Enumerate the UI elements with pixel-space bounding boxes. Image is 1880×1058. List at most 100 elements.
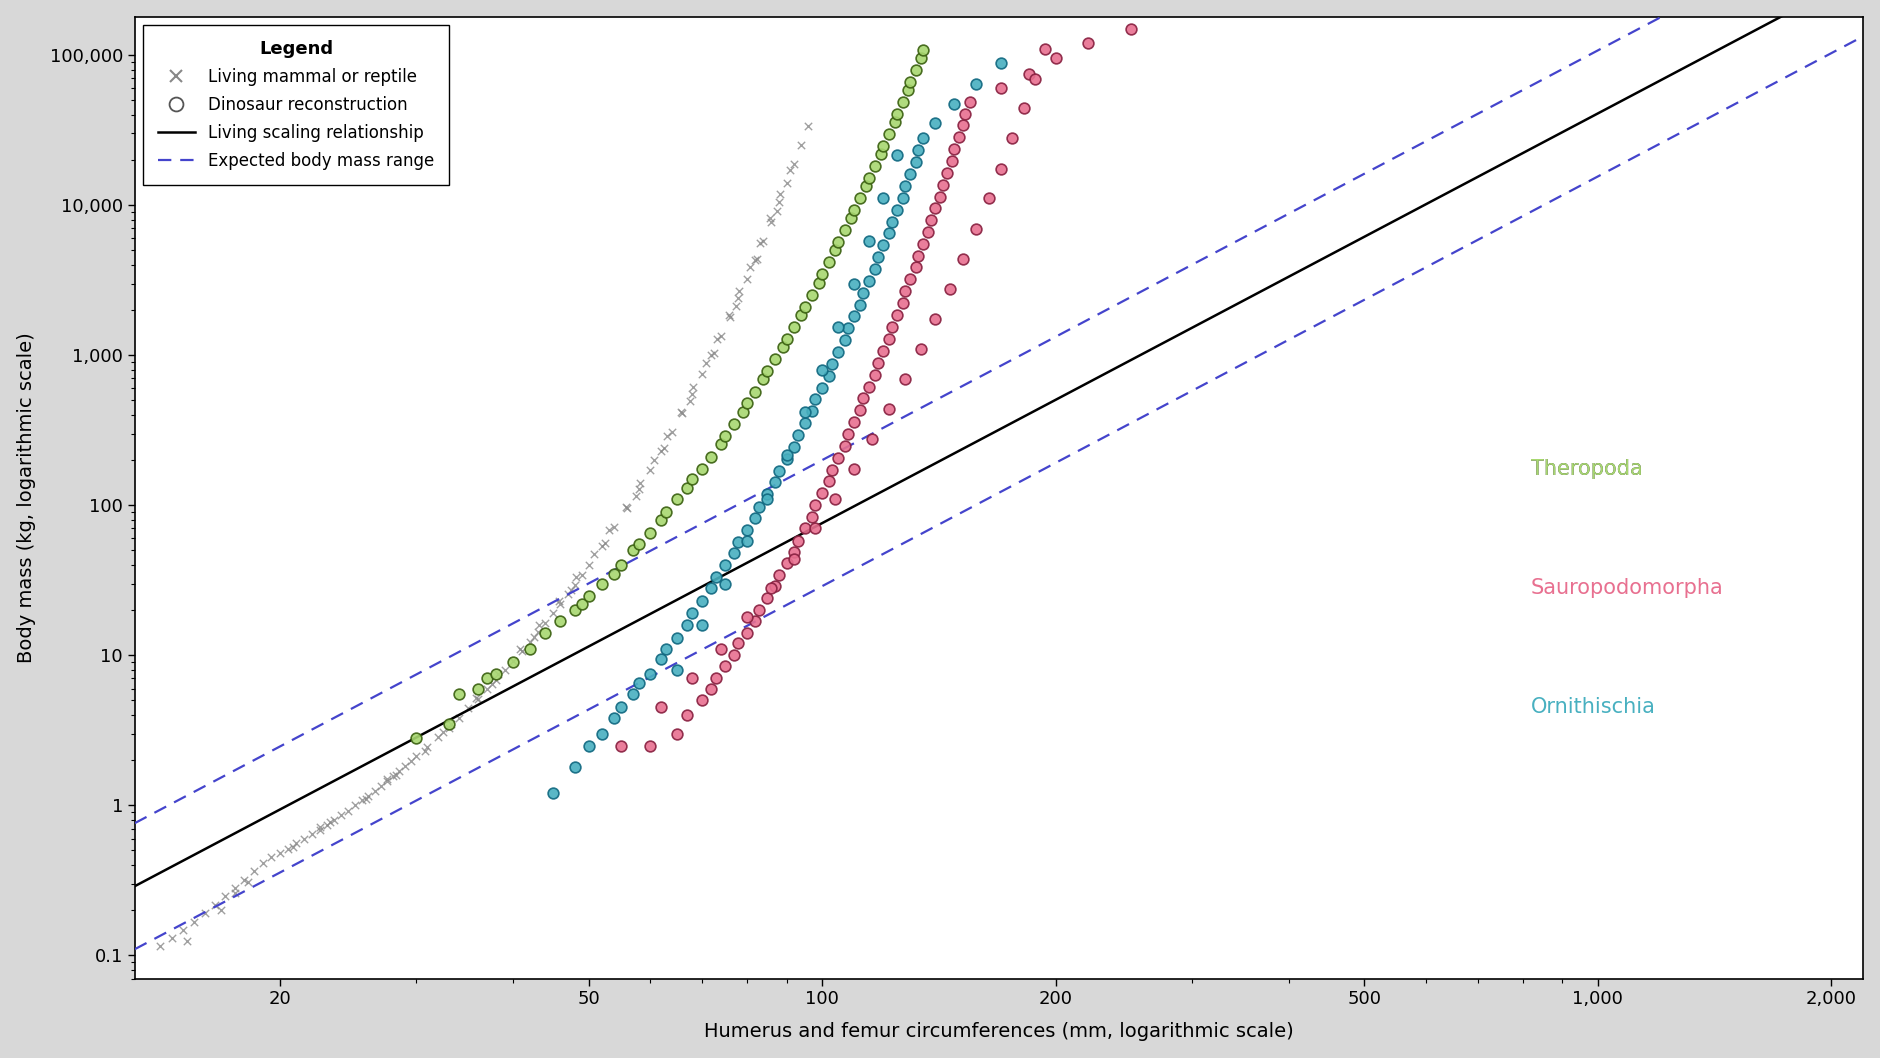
Point — [543, 592, 573, 609]
Point — [818, 355, 848, 372]
Point — [671, 707, 701, 724]
Point — [711, 557, 741, 573]
Point — [705, 328, 735, 345]
Point — [908, 41, 938, 58]
Point — [359, 782, 389, 799]
Point — [333, 802, 363, 819]
Point — [852, 178, 882, 195]
Point — [771, 451, 801, 468]
Point — [600, 710, 630, 727]
Point — [874, 400, 904, 417]
Point — [690, 355, 720, 372]
Point — [752, 363, 782, 380]
Point — [412, 738, 442, 755]
Point — [724, 635, 754, 652]
Point — [560, 759, 590, 776]
Point — [402, 748, 432, 765]
Point — [506, 640, 536, 657]
Point — [350, 790, 380, 807]
Point — [573, 737, 603, 754]
Point — [880, 113, 910, 130]
Point — [807, 361, 837, 378]
Point — [718, 545, 748, 562]
Point — [748, 371, 778, 388]
Point — [666, 403, 696, 420]
Point — [472, 681, 502, 698]
Point — [207, 901, 237, 918]
Y-axis label: Body mass (kg, logarithmic scale): Body mass (kg, logarithmic scale) — [17, 332, 36, 663]
Point — [833, 320, 863, 336]
Point — [566, 596, 596, 613]
Point — [587, 725, 617, 742]
Legend: Living mammal or reptile, Dinosaur reconstruction, Living scaling relationship, : Living mammal or reptile, Dinosaur recon… — [143, 25, 449, 185]
Point — [760, 474, 790, 491]
Point — [462, 680, 493, 697]
Point — [901, 61, 931, 78]
Point — [859, 260, 889, 277]
Point — [748, 232, 778, 249]
Point — [314, 813, 344, 829]
Point — [587, 537, 617, 554]
Point — [889, 178, 919, 195]
Point — [865, 146, 895, 163]
Point — [705, 436, 735, 453]
Point — [760, 578, 790, 595]
Point — [647, 699, 677, 716]
Point — [624, 480, 654, 497]
Point — [724, 533, 754, 550]
Point — [611, 498, 641, 515]
Point — [874, 330, 904, 347]
Point — [619, 542, 649, 559]
Point — [256, 849, 286, 865]
Point — [948, 250, 978, 267]
Point — [829, 331, 859, 348]
Point — [605, 699, 635, 716]
Point — [763, 194, 793, 211]
Point — [611, 499, 641, 516]
Point — [902, 142, 932, 159]
Text: Theropoda: Theropoda — [1530, 459, 1643, 478]
Point — [434, 715, 464, 732]
Point — [220, 879, 250, 896]
Point — [829, 438, 859, 455]
Point — [752, 589, 782, 606]
Point — [936, 152, 966, 169]
Point — [863, 249, 893, 266]
Point — [605, 557, 635, 573]
Point — [846, 296, 876, 313]
Point — [233, 873, 263, 890]
Point — [587, 576, 617, 592]
Point — [686, 460, 716, 477]
Point — [869, 138, 899, 154]
Point — [714, 309, 744, 326]
Point — [686, 616, 716, 633]
Point — [594, 522, 624, 539]
Point — [887, 93, 917, 110]
Point — [545, 613, 575, 630]
Point — [854, 273, 884, 290]
Point — [538, 604, 568, 621]
Point — [671, 479, 701, 496]
Point — [718, 646, 748, 663]
Point — [378, 767, 408, 784]
Point — [790, 404, 820, 421]
Point — [985, 79, 1015, 96]
Point — [927, 176, 957, 193]
Point — [882, 106, 912, 123]
Point — [838, 202, 869, 219]
Point — [869, 189, 899, 206]
Point — [724, 290, 754, 307]
Point — [662, 491, 692, 508]
Point — [686, 692, 716, 709]
Point — [782, 532, 812, 549]
Point — [679, 379, 709, 396]
Point — [327, 806, 357, 823]
Point — [519, 628, 549, 645]
Point — [436, 715, 466, 732]
Point — [786, 136, 816, 153]
Point — [718, 415, 748, 432]
Point — [265, 844, 295, 861]
Point — [778, 550, 808, 567]
Point — [173, 932, 203, 949]
Point — [756, 209, 786, 226]
